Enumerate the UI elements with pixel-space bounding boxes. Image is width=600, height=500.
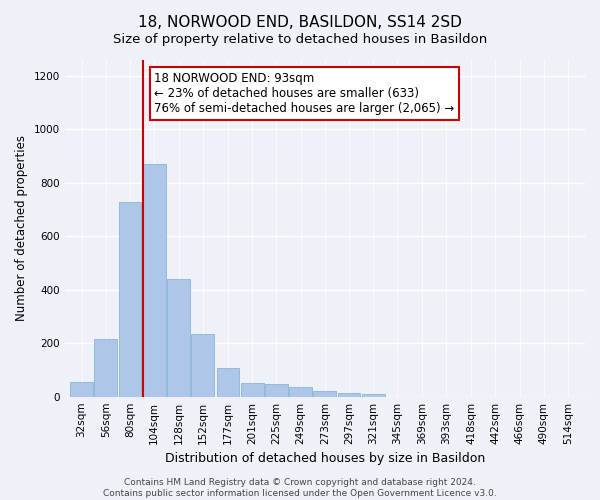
Bar — [362, 394, 385, 396]
X-axis label: Distribution of detached houses by size in Basildon: Distribution of detached houses by size … — [165, 452, 485, 465]
Bar — [191, 334, 214, 396]
Bar — [241, 384, 263, 396]
Bar — [70, 382, 93, 396]
Y-axis label: Number of detached properties: Number of detached properties — [15, 136, 28, 322]
Bar — [289, 388, 312, 396]
Text: 18, NORWOOD END, BASILDON, SS14 2SD: 18, NORWOOD END, BASILDON, SS14 2SD — [138, 15, 462, 30]
Text: 18 NORWOOD END: 93sqm
← 23% of detached houses are smaller (633)
76% of semi-det: 18 NORWOOD END: 93sqm ← 23% of detached … — [154, 72, 455, 115]
Bar — [265, 384, 288, 396]
Bar — [119, 202, 142, 396]
Bar — [167, 279, 190, 396]
Text: Size of property relative to detached houses in Basildon: Size of property relative to detached ho… — [113, 32, 487, 46]
Bar — [338, 392, 361, 396]
Bar — [313, 392, 336, 396]
Bar — [94, 339, 117, 396]
Bar — [217, 368, 239, 396]
Text: Contains HM Land Registry data © Crown copyright and database right 2024.
Contai: Contains HM Land Registry data © Crown c… — [103, 478, 497, 498]
Bar — [143, 164, 166, 396]
